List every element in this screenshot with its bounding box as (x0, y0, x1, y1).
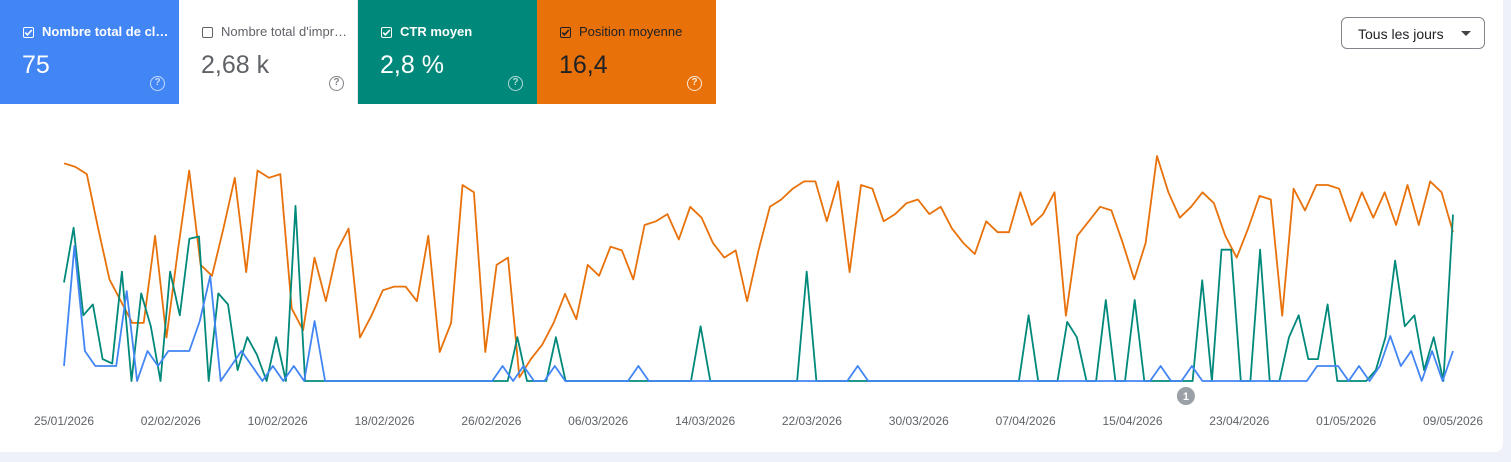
metric-label: Position moyenne (579, 24, 683, 39)
metric-card-clicks[interactable]: Nombre total de clics 75 ? (0, 0, 179, 104)
x-tick-label: 10/02/2026 (248, 414, 308, 428)
checkbox-checked-icon[interactable] (381, 27, 392, 38)
metric-card-position[interactable]: Position moyenne 16,4 ? (537, 0, 716, 104)
caret-down-icon (1461, 31, 1471, 36)
x-tick-label: 18/02/2026 (354, 414, 414, 428)
annotation-marker[interactable] (1176, 387, 1195, 405)
period-dropdown[interactable]: Tous les jours (1341, 17, 1485, 49)
x-tick-label: 02/02/2026 (141, 414, 201, 428)
period-dropdown-label: Tous les jours (1358, 26, 1444, 42)
metric-label: Nombre total d'impressions (221, 24, 349, 39)
performance-panel: Nombre total de clics 75 ? Nombre total … (0, 0, 1503, 452)
x-tick-label: 25/01/2026 (34, 414, 94, 428)
x-tick-label: 01/05/2026 (1316, 414, 1376, 428)
help-icon[interactable]: ? (687, 76, 702, 91)
metric-card-ctr[interactable]: CTR moyen 2,8 % ? (358, 0, 537, 104)
metric-value: 2,68 k (201, 51, 270, 79)
x-tick-label: 06/03/2026 (568, 414, 628, 428)
checkbox-unchecked-icon[interactable] (202, 27, 213, 38)
annotation-marker-label: 1 (1183, 391, 1189, 403)
metric-value: 75 (22, 51, 50, 79)
metric-card-impressions[interactable]: Nombre total d'impressions 2,68 k ? (179, 0, 358, 104)
series-line-3 (63, 245, 1454, 382)
help-icon[interactable]: ? (150, 76, 165, 91)
metric-label: CTR moyen (400, 24, 473, 39)
x-tick-label: 22/03/2026 (782, 414, 842, 428)
series-line-1 (63, 155, 1454, 379)
performance-chart: 25/01/2026 02/02/2026 10/02/2026 18/02/2026… (34, 155, 1483, 428)
checkbox-checked-icon[interactable] (560, 27, 571, 38)
metric-label: Nombre total de clics (42, 24, 170, 39)
x-tick-label: 23/04/2026 (1209, 414, 1269, 428)
metric-value: 16,4 (559, 51, 608, 79)
x-tick-label: 30/03/2026 (889, 414, 949, 428)
x-tick-label: 14/03/2026 (675, 414, 735, 428)
checkbox-checked-icon[interactable] (23, 27, 34, 38)
x-tick-label: 26/02/2026 (461, 414, 521, 428)
metric-cards: Nombre total de clics 75 ? Nombre total … (0, 0, 716, 104)
x-tick-label: 07/04/2026 (996, 414, 1056, 428)
help-icon[interactable]: ? (508, 76, 523, 91)
metric-value: 2,8 % (380, 51, 444, 79)
help-icon[interactable]: ? (329, 76, 344, 91)
series-line-2 (63, 205, 1454, 382)
x-tick-label: 15/04/2026 (1102, 414, 1162, 428)
x-tick-label: 09/05/2026 (1423, 414, 1483, 428)
